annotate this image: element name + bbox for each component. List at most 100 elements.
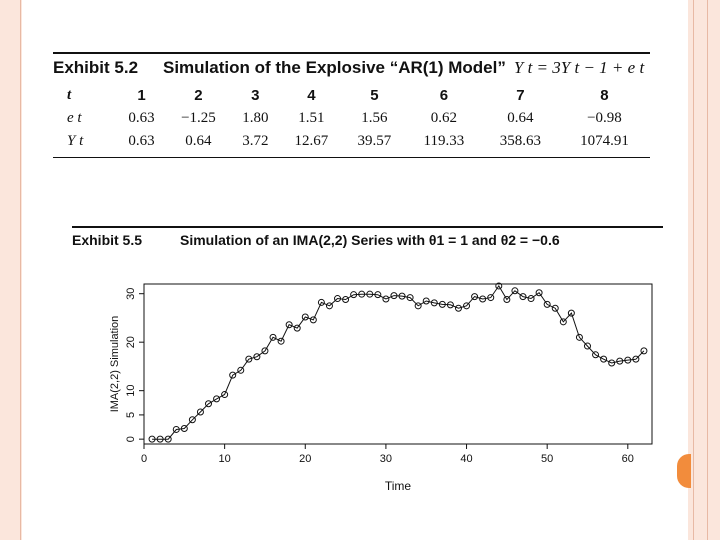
table-header-cell: 7 [516,87,525,104]
exhibit-title-text: Simulation of the Explosive “AR(1) Model… [163,58,506,77]
data-point [382,295,390,303]
table-header-cell: 1 [137,87,146,104]
data-point [309,316,317,324]
right-frame-line [707,0,708,540]
data-point [543,300,551,308]
left-frame-band [0,0,22,540]
y-tick-label: 10 [125,385,137,397]
data-point [221,391,229,399]
data-point [438,300,446,308]
table-header-cell: 4 [307,87,316,104]
data-point [350,291,358,299]
top-rule [53,52,650,54]
table-row-label: e t [67,110,82,126]
x-tick-label: 40 [460,453,472,465]
data-point [583,342,591,350]
simulation-table: t 1 2 3 4 5 6 7 8 e t 0.63 −1.25 1.80 1.… [53,84,650,153]
table-cell: 1074.91 [580,133,629,149]
data-point [205,400,213,408]
model-equation: Y t = 3Y t − 1 + e t [513,58,645,77]
data-point [406,294,414,302]
table-header-cell: 8 [600,87,609,104]
x-tick-label: 0 [141,453,147,465]
y-tick-label: 20 [125,336,137,348]
data-point [277,337,285,345]
data-point [640,347,648,355]
slide-accent-tab [677,454,691,488]
data-point [325,302,333,310]
table-cell: 3.72 [242,133,269,149]
table-cell: 1.51 [298,110,325,126]
data-point [592,351,600,359]
data-point [317,298,325,306]
data-point [511,287,519,295]
data-point [463,302,471,310]
exhibit-title: Exhibit 5.2 Simulation of the Explosive … [53,54,650,84]
y-tick-label: 0 [125,436,137,442]
top-rule [72,226,663,228]
data-point [422,297,430,305]
data-point [293,324,301,332]
data-point [172,425,180,433]
data-point [156,435,164,443]
exhibit-title-text: Simulation of an IMA(2,2) Series with θ1… [180,232,560,248]
data-point [180,424,188,432]
table-cell: 39.57 [357,133,392,149]
table-header-cell: 2 [194,87,203,104]
table-row-label: Y t [67,133,84,149]
data-point [261,347,269,355]
data-point [366,290,374,298]
data-point [237,366,245,374]
table-cell: 12.67 [294,133,329,149]
data-point [535,289,543,297]
table-cell: 0.62 [430,110,458,126]
data-point [229,371,237,379]
data-point [454,304,462,312]
data-point [487,294,495,302]
table-cell: −1.25 [181,110,216,126]
data-point [188,416,196,424]
data-point [430,299,438,307]
data-point [495,282,503,290]
table-header-row: t 1 2 3 4 5 6 7 8 [53,84,650,107]
x-tick-label: 10 [219,453,231,465]
table-header-cell: 3 [251,87,260,104]
exhibit-5-5: Exhibit 5.5 Simulation of an IMA(2,2) Se… [72,226,663,248]
table-cell: 119.33 [423,133,465,149]
table-cell: −0.98 [587,110,622,126]
ima-simulation-chart: 0 10 20 30 40 50 60 0 5 10 20 30 Time IMA(2,2) Simula… [109,282,653,493]
data-point [148,435,156,443]
data-point [575,333,583,341]
data-point [632,355,640,363]
data-point [390,292,398,300]
table-cell: 0.63 [128,110,155,126]
data-point [519,293,527,301]
data-point [301,313,309,321]
data-point [398,292,406,300]
table-cell: 358.63 [499,133,542,149]
y-tick-label: 30 [125,288,137,300]
x-axis-label: Time [385,479,412,493]
data-point [358,290,366,298]
bottom-rule [53,157,650,158]
data-point [196,408,204,416]
table-cell: 1.56 [361,110,388,126]
x-tick-label: 60 [622,453,634,465]
exhibit-number: Exhibit 5.5 [72,232,143,248]
data-point [471,293,479,301]
y-axis-label: IMA(2,2) Simulation [109,316,121,413]
data-point [446,301,454,309]
table-header-cell: 6 [439,87,449,104]
data-point [624,356,632,364]
data-point [342,296,350,304]
left-frame-line [20,0,21,540]
exhibit-5-2: Exhibit 5.2 Simulation of the Explosive … [53,52,650,158]
data-point [567,309,575,317]
table-row: e t 0.63 −1.25 1.80 1.51 1.56 0.62 0.64 … [53,107,650,130]
data-point [608,359,616,367]
table-cell: 0.64 [185,133,212,149]
series-line [152,284,645,440]
x-tick-label: 50 [541,453,553,465]
data-point [374,291,382,299]
table-row-label: t [67,87,72,103]
